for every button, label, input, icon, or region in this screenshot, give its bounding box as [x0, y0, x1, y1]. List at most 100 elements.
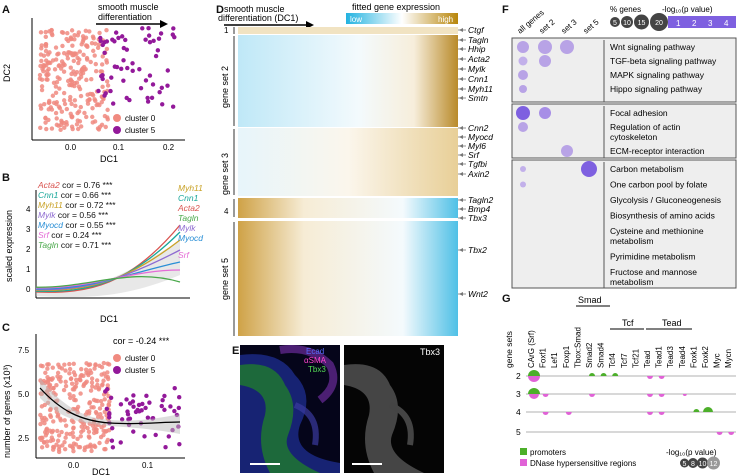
- a-point-cluster0: [72, 98, 78, 103]
- b-corr-gene: Cnn1: [38, 190, 59, 200]
- a-point-cluster5: [150, 82, 156, 87]
- a-point-cluster5: [116, 35, 121, 41]
- a-xtick-1: 0.1: [113, 143, 125, 152]
- a-point-cluster0: [46, 107, 51, 112]
- a-point-cluster5: [158, 31, 164, 36]
- panel-f-letter: F: [502, 4, 509, 16]
- a-point-cluster0: [77, 119, 83, 124]
- b-end-label: Acta2: [177, 203, 200, 213]
- c-point-cluster5: [107, 412, 112, 417]
- c-point-cluster5: [147, 400, 152, 405]
- a-point-cluster0: [87, 97, 92, 102]
- b-corr-gene: Mylk: [38, 210, 56, 220]
- c-point-cluster5: [108, 395, 114, 401]
- c-point-cluster0: [71, 425, 76, 430]
- a-point-cluster0: [61, 69, 67, 74]
- a-point-cluster0: [60, 30, 66, 35]
- c-point-cluster0: [93, 362, 98, 367]
- a-point-cluster0: [39, 77, 45, 82]
- a-point-cluster0: [53, 110, 59, 116]
- a-point-cluster0: [61, 90, 67, 96]
- g-column-label: Tcf4: [608, 353, 617, 368]
- f-pct-circle: [650, 13, 668, 31]
- a-point-cluster5: [147, 73, 153, 78]
- c-point-cluster0: [71, 441, 77, 446]
- d-set-label-5: gene set 5: [220, 258, 230, 300]
- c-point-cluster0: [76, 444, 81, 450]
- a-legend-1: cluster 5: [125, 126, 156, 135]
- c-point-cluster0: [72, 397, 77, 403]
- c-point-cluster5: [139, 408, 144, 413]
- g-p-circle: [688, 458, 698, 468]
- c-point-cluster5: [103, 389, 108, 394]
- c-point-cluster0: [97, 440, 102, 446]
- panel-g-motifs: gene sets CArG (Srf) Foxf1 Lef1 Foxp1 Tbox:Sm…: [504, 295, 736, 470]
- c-point-cluster0: [78, 374, 83, 379]
- a-point-cluster0: [64, 106, 70, 112]
- a-point-cluster0: [104, 58, 109, 63]
- g-legend-dnase-swatch: [520, 459, 527, 466]
- g-column-label: Tead1: [655, 346, 664, 368]
- f-pct-value: 10: [623, 20, 631, 27]
- c-point-cluster0: [90, 384, 95, 389]
- a-point-cluster0: [90, 106, 95, 111]
- c-point-cluster5: [142, 434, 147, 439]
- b-corr-gene: Tagln: [38, 240, 59, 250]
- g-column-label: Tbox:Smad: [573, 327, 582, 368]
- a-point-cluster0: [105, 83, 111, 88]
- a-point-cluster0: [70, 52, 75, 58]
- c-point-cluster5: [125, 409, 130, 414]
- a-point-cluster5: [165, 68, 170, 73]
- c-point-cluster0: [87, 368, 93, 373]
- c-point-cluster0: [105, 374, 111, 380]
- g-legend-dnase: DNase hypersensitive regions: [530, 459, 636, 468]
- c-point-cluster0: [44, 443, 50, 449]
- c-point-cluster0: [39, 445, 45, 450]
- d-gene-label: Srf: [468, 150, 481, 160]
- b-corr-row: Srf cor = 0.24 ***: [38, 230, 102, 240]
- g-p-value: 10: [699, 461, 707, 468]
- c-point-cluster0: [75, 436, 80, 442]
- a-point-cluster0: [68, 82, 74, 88]
- e-stain-2: Tbx3: [308, 365, 326, 374]
- c-point-cluster5: [153, 432, 158, 438]
- a-point-cluster5: [165, 83, 170, 88]
- b-corr-row: Tagln cor = 0.71 ***: [38, 240, 112, 250]
- c-point-cluster0: [59, 366, 65, 371]
- a-point-cluster0: [92, 97, 97, 102]
- c-point-cluster5: [140, 401, 145, 407]
- g-promoter-mark: [589, 373, 595, 376]
- a-point-cluster0: [92, 53, 97, 58]
- c-point-cluster0: [93, 427, 98, 432]
- a-point-cluster0: [81, 52, 86, 58]
- c-point-cluster0: [56, 433, 62, 438]
- c-point-cluster0: [51, 419, 56, 424]
- a-point-cluster0: [78, 124, 84, 129]
- a-point-cluster0: [80, 70, 86, 76]
- a-point-cluster0: [54, 122, 60, 128]
- panel-d-heatmap: smooth muscle differentiation (DC1) fitt…: [218, 2, 493, 336]
- b-corr-text: cor = 0.71 ***: [58, 240, 111, 250]
- panel-a-scatter: smooth muscle differentiation DC2 DC1 0.…: [2, 2, 185, 164]
- a-point-cluster5: [130, 68, 135, 74]
- a-point-cluster0: [47, 50, 52, 55]
- b-end-label: Cnn1: [178, 193, 199, 203]
- d-gene-label: Hhip: [468, 44, 486, 54]
- f-dot: [518, 122, 528, 132]
- f-dot: [520, 166, 526, 172]
- a-ylabel: DC2: [2, 64, 12, 82]
- g-dnase-mark: [658, 412, 665, 415]
- a-point-cluster0: [97, 30, 102, 36]
- b-end-label: Mylk: [178, 223, 196, 233]
- d-set-label-1: 1: [224, 26, 229, 35]
- c-point-cluster5: [160, 398, 165, 403]
- c-point-cluster0: [79, 424, 84, 429]
- c-point-cluster0: [91, 397, 97, 403]
- a-point-cluster0: [98, 69, 103, 74]
- a-point-cluster0: [43, 120, 48, 125]
- a-point-cluster5: [160, 102, 165, 107]
- a-point-cluster5: [151, 38, 156, 44]
- a-point-cluster0: [57, 86, 62, 91]
- c-point-cluster0: [101, 432, 106, 438]
- a-legend-0: cluster 0: [125, 114, 156, 123]
